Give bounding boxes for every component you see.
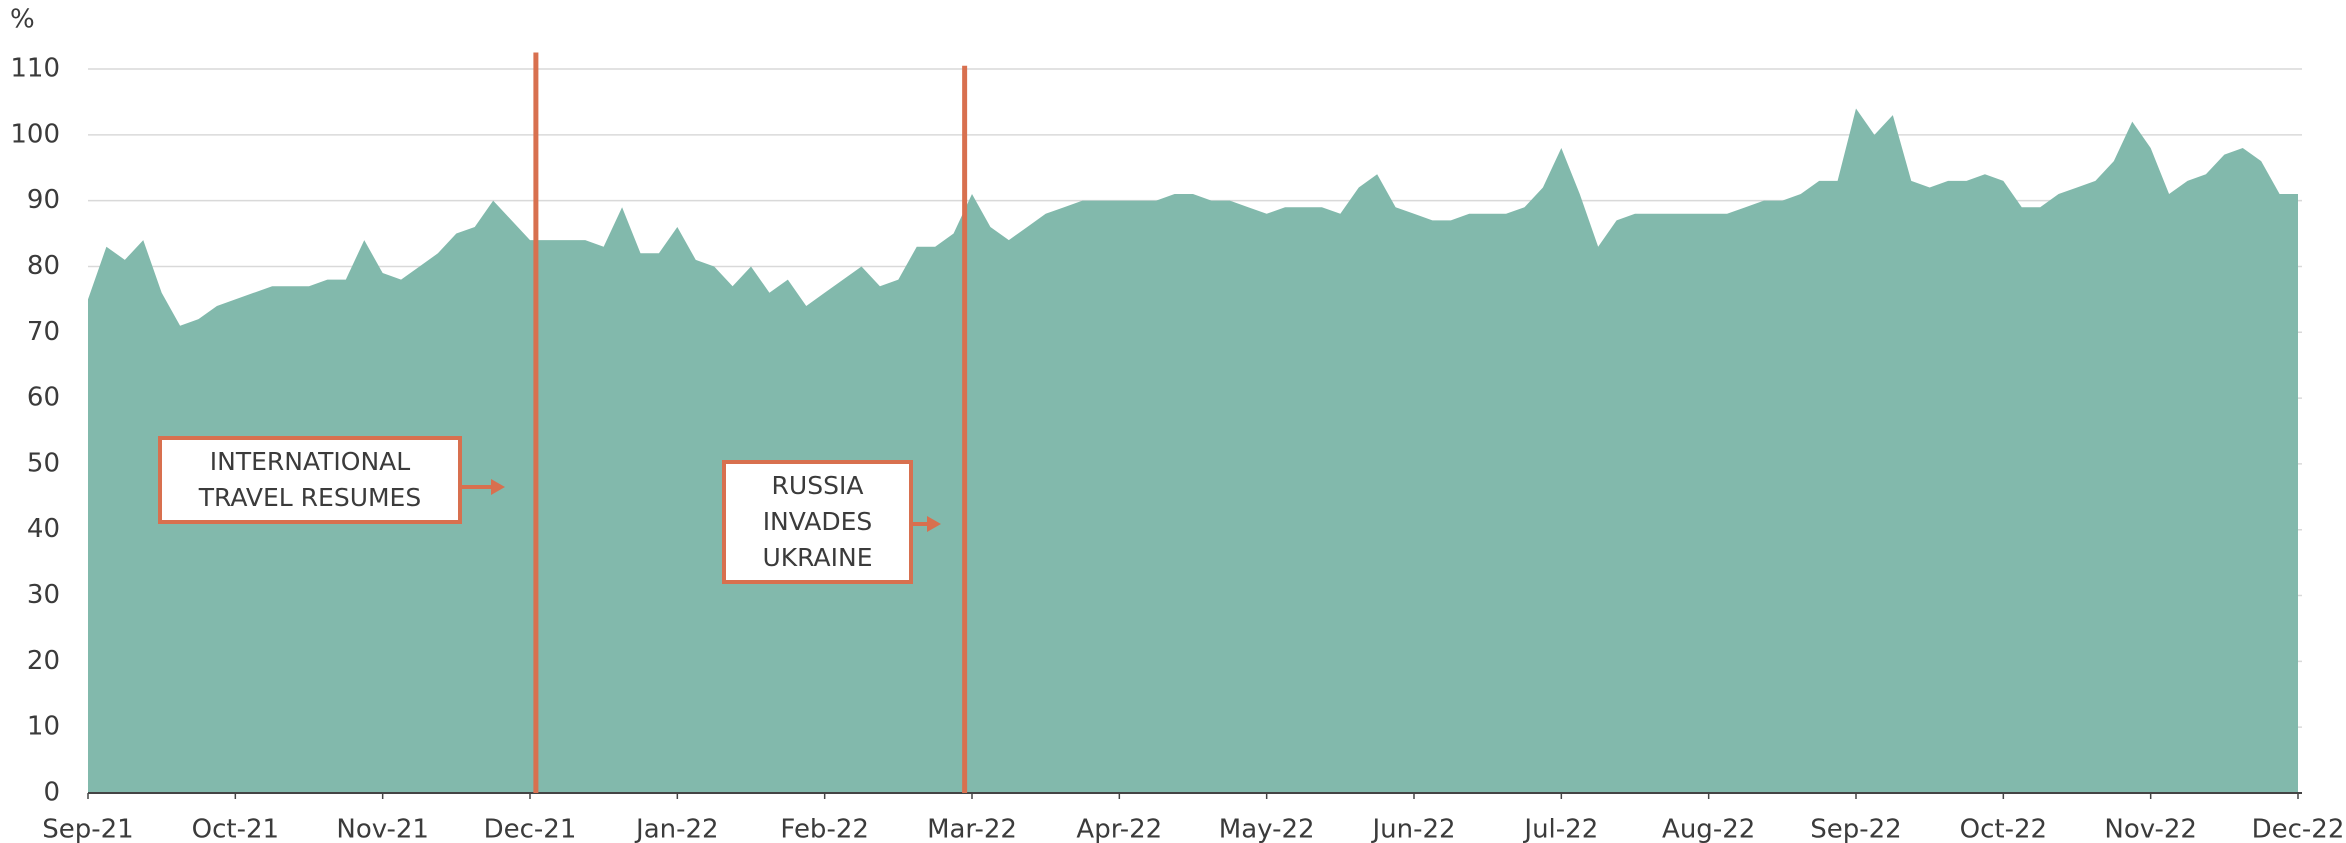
y-tick-label: 100 xyxy=(10,119,60,149)
annotation-box: INTERNATIONAL TRAVEL RESUMES xyxy=(158,436,462,524)
x-tick-label: Aug-22 xyxy=(1662,815,1755,843)
y-tick-label: 110 xyxy=(10,54,60,84)
x-tick-label: Oct-21 xyxy=(192,815,279,843)
x-tick-label: Jul-22 xyxy=(1522,815,1598,843)
x-tick-label: Nov-21 xyxy=(336,815,429,843)
x-tick-label: Apr-22 xyxy=(1076,815,1162,843)
y-tick-label: 90 xyxy=(27,185,60,215)
x-tick-label: Mar-22 xyxy=(927,815,1017,843)
x-tick-label: Jan-22 xyxy=(634,815,719,843)
x-tick-label: Dec-22 xyxy=(2252,815,2345,843)
y-tick-label: 70 xyxy=(27,317,60,347)
y-axis-label: % xyxy=(10,5,35,35)
y-tick-label: 80 xyxy=(27,251,60,281)
x-tick-label: Oct-22 xyxy=(1960,815,2047,843)
x-tick-label: Jun-22 xyxy=(1370,815,1455,843)
y-tick-label: 20 xyxy=(27,646,60,676)
arrow-head xyxy=(491,479,505,495)
x-tick-label: Sep-21 xyxy=(42,815,133,843)
area xyxy=(88,108,2298,793)
y-tick-label: 30 xyxy=(27,580,60,610)
x-tick-label: Dec-21 xyxy=(484,815,577,843)
y-tick-label: 40 xyxy=(27,514,60,544)
annotation-box: RUSSIA INVADES UKRAINE xyxy=(722,460,913,584)
x-tick-label: Feb-22 xyxy=(780,815,869,843)
y-tick-label: 10 xyxy=(27,712,60,742)
y-tick-label: 60 xyxy=(27,383,60,413)
x-tick-label: Sep-22 xyxy=(1810,815,1901,843)
y-tick-label: 50 xyxy=(27,448,60,478)
y-tick-label: 0 xyxy=(43,778,60,808)
arrow-head xyxy=(927,516,941,532)
x-tick-label: Nov-22 xyxy=(2104,815,2197,843)
x-tick-label: May-22 xyxy=(1219,815,1315,843)
